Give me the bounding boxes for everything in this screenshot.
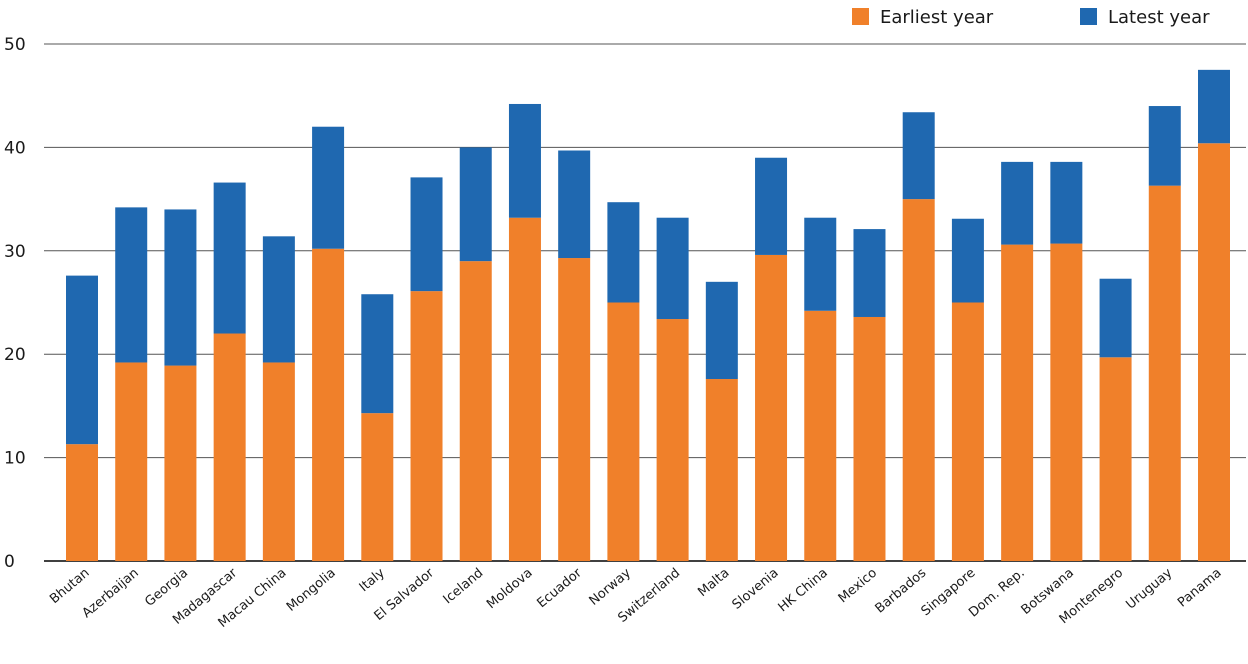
x-tick-label: Malta — [695, 566, 732, 601]
bar-latest-madagascar — [213, 182, 246, 334]
bar-earliest-botswana — [1050, 243, 1083, 561]
bar-earliest-georgia — [164, 365, 197, 561]
bar-earliest-madagascar — [213, 333, 246, 561]
bar-latest-azerbaijan — [115, 207, 148, 363]
bar-latest-ecuador — [558, 150, 591, 259]
bar-latest-moldova — [508, 103, 541, 218]
bar-latest-singapore — [951, 218, 984, 303]
bar-latest-dom-rep- — [1001, 161, 1034, 245]
x-tick-label: Georgia — [142, 566, 191, 610]
x-tick-label: HK China — [776, 566, 831, 616]
bar-earliest-montenegro — [1099, 357, 1132, 561]
bar-earliest-ecuador — [558, 258, 591, 561]
bar-earliest-italy — [361, 413, 394, 561]
bar-earliest-bhutan — [66, 444, 98, 561]
legend-swatch-earliest — [852, 8, 869, 25]
bar-earliest-dom-rep- — [1001, 244, 1034, 561]
x-tick-label: Norway — [587, 565, 635, 608]
bar-latest-mongolia — [312, 126, 345, 249]
bar-earliest-macau-china — [262, 362, 295, 561]
bar-latest-panama — [1198, 69, 1230, 144]
bar-latest-bhutan — [66, 275, 98, 445]
legend-swatch-latest — [1080, 8, 1097, 25]
x-tick-label: Iceland — [441, 566, 487, 608]
bar-earliest-uruguay — [1148, 185, 1181, 561]
bar-earliest-mongolia — [312, 248, 345, 562]
bar-earliest-singapore — [951, 302, 984, 561]
bar-earliest-switzerland — [656, 319, 689, 561]
bar-latest-el-salvador — [410, 177, 443, 292]
bar-earliest-panama — [1198, 143, 1230, 561]
bar-latest-georgia — [164, 209, 197, 366]
bar-earliest-iceland — [459, 261, 492, 561]
x-tick-label: Bhutan — [47, 566, 92, 608]
y-tick-label: 0 — [4, 552, 15, 572]
bar-earliest-moldova — [508, 217, 541, 561]
bar-latest-botswana — [1050, 161, 1083, 244]
y-tick-label: 30 — [4, 242, 26, 262]
bar-latest-mexico — [853, 229, 886, 317]
x-tick-label: Ecuador — [534, 565, 585, 611]
bar-earliest-mexico — [853, 316, 886, 561]
x-tick-label: Italy — [357, 565, 388, 595]
bars — [66, 69, 1230, 562]
y-tick-label: 50 — [4, 35, 26, 55]
legend: Earliest year Latest year — [852, 7, 1210, 28]
bar-latest-iceland — [459, 147, 492, 262]
y-tick-label: 20 — [4, 345, 26, 365]
y-axis: 0 10 20 30 40 50 — [4, 35, 26, 572]
y-tick-label: 10 — [4, 449, 26, 469]
bar-latest-norway — [607, 202, 640, 303]
bar-latest-malta — [705, 281, 738, 380]
bar-earliest-slovenia — [755, 254, 788, 561]
bar-latest-hk-china — [804, 217, 837, 311]
x-tick-label: Mongolia — [284, 566, 339, 615]
legend-label-earliest: Earliest year — [880, 7, 994, 28]
bar-earliest-malta — [705, 379, 738, 561]
x-tick-label: Moldova — [484, 566, 536, 613]
bar-latest-montenegro — [1099, 278, 1132, 358]
bar-earliest-barbados — [902, 199, 935, 561]
x-tick-label: Uruguay — [1123, 565, 1175, 612]
x-tick-label: Slovenia — [730, 566, 782, 613]
bar-latest-macau-china — [262, 236, 295, 363]
bar-latest-slovenia — [755, 157, 788, 255]
bar-latest-uruguay — [1148, 106, 1181, 186]
x-tick-label: Mexico — [836, 566, 880, 607]
bar-latest-switzerland — [656, 217, 689, 320]
y-tick-label: 40 — [4, 138, 26, 158]
bar-latest-barbados — [902, 112, 935, 200]
bar-earliest-norway — [607, 302, 640, 561]
bar-earliest-azerbaijan — [115, 362, 148, 561]
bar-earliest-el-salvador — [410, 291, 443, 561]
x-tick-label: Panama — [1175, 566, 1225, 611]
legend-label-latest: Latest year — [1108, 7, 1210, 28]
bar-latest-italy — [361, 294, 394, 414]
bar-earliest-hk-china — [804, 310, 837, 561]
